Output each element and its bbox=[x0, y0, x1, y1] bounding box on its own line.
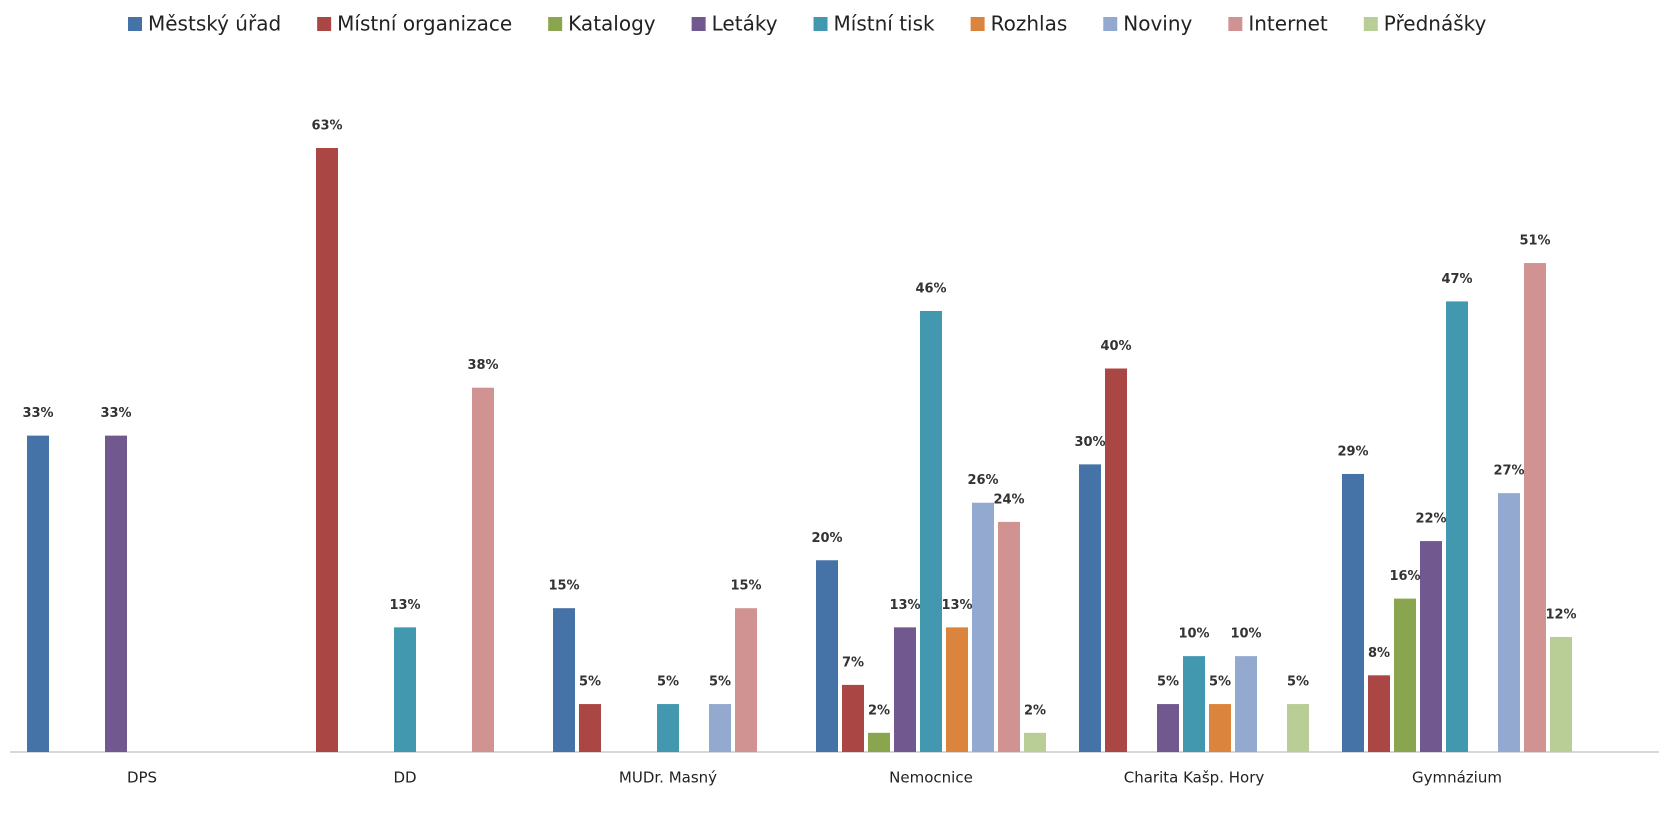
bar bbox=[27, 435, 49, 752]
bar bbox=[1105, 368, 1127, 752]
bar bbox=[1368, 675, 1390, 752]
data-label: 10% bbox=[1178, 627, 1209, 642]
data-label: 13% bbox=[889, 598, 920, 613]
legend-label: Městský úřad bbox=[148, 12, 281, 36]
legend-label: Rozhlas bbox=[991, 12, 1068, 36]
bar bbox=[709, 704, 731, 752]
data-label: 2% bbox=[868, 703, 890, 718]
legend-swatch bbox=[548, 17, 563, 31]
data-label: 8% bbox=[1368, 646, 1390, 661]
legend-swatch bbox=[128, 17, 142, 31]
bar bbox=[1024, 732, 1046, 752]
data-label: 5% bbox=[1209, 675, 1231, 690]
data-label: 33% bbox=[100, 406, 131, 421]
data-label: 2% bbox=[1024, 703, 1046, 718]
data-label: 16% bbox=[1389, 569, 1420, 584]
legend-label: Přednášky bbox=[1384, 12, 1487, 36]
data-label: 5% bbox=[579, 675, 601, 690]
data-label: 5% bbox=[709, 675, 731, 690]
x-tick-label: DPS bbox=[127, 769, 157, 787]
legend-swatch bbox=[1363, 17, 1378, 31]
bar bbox=[1550, 636, 1572, 752]
x-tick-label: MUDr. Masný bbox=[619, 769, 717, 787]
legend-label: Noviny bbox=[1123, 12, 1192, 36]
bar bbox=[1287, 704, 1309, 752]
data-label: 20% bbox=[811, 531, 842, 546]
data-label: 12% bbox=[1545, 607, 1576, 622]
bar bbox=[394, 627, 416, 752]
x-tick-label: Charita Kašp. Hory bbox=[1124, 769, 1265, 787]
data-label: 29% bbox=[1337, 444, 1368, 459]
legend-label: Katalogy bbox=[568, 12, 656, 36]
legend-label: Internet bbox=[1248, 12, 1328, 36]
data-label: 15% bbox=[730, 579, 761, 594]
legend-label: Místní tisk bbox=[834, 12, 935, 36]
data-label: 47% bbox=[1441, 272, 1472, 287]
data-label: 46% bbox=[915, 281, 946, 296]
bar bbox=[972, 502, 994, 752]
data-label: 7% bbox=[842, 655, 864, 670]
bar bbox=[735, 608, 757, 752]
data-label: 27% bbox=[1493, 464, 1524, 479]
data-label: 10% bbox=[1230, 627, 1261, 642]
legend-label: Místní organizace bbox=[337, 12, 512, 36]
legend-swatch bbox=[970, 17, 985, 31]
bar bbox=[579, 704, 601, 752]
bar bbox=[1446, 301, 1468, 752]
data-label: 13% bbox=[941, 598, 972, 613]
data-label: 38% bbox=[467, 358, 498, 373]
bar bbox=[1394, 598, 1416, 752]
bar bbox=[1235, 656, 1257, 752]
bar bbox=[316, 148, 338, 752]
x-tick-label: Nemocnice bbox=[889, 769, 973, 787]
data-label: 22% bbox=[1415, 512, 1446, 527]
bar bbox=[998, 521, 1020, 752]
legend-swatch bbox=[1228, 17, 1243, 31]
data-label: 26% bbox=[967, 473, 998, 488]
data-label: 63% bbox=[311, 119, 342, 134]
bar bbox=[553, 608, 575, 752]
bar bbox=[1157, 704, 1179, 752]
bar bbox=[657, 704, 679, 752]
data-label: 5% bbox=[657, 675, 679, 690]
x-tick-label: Gymnázium bbox=[1412, 769, 1502, 787]
legend-swatch bbox=[317, 17, 332, 31]
legend-swatch bbox=[1103, 17, 1118, 31]
legend-label: Letáky bbox=[712, 12, 778, 36]
legend-swatch bbox=[691, 17, 706, 31]
bar bbox=[1079, 464, 1101, 752]
data-label: 51% bbox=[1519, 234, 1550, 249]
bar bbox=[946, 627, 968, 752]
data-label: 5% bbox=[1157, 675, 1179, 690]
bar bbox=[842, 684, 864, 752]
bar bbox=[1209, 704, 1231, 752]
bar bbox=[1498, 493, 1520, 752]
bar bbox=[472, 387, 494, 752]
data-label: 5% bbox=[1287, 675, 1309, 690]
legend-swatch bbox=[813, 17, 828, 31]
data-label: 40% bbox=[1100, 339, 1131, 354]
bar bbox=[1420, 541, 1442, 752]
bar bbox=[816, 560, 838, 752]
bar bbox=[868, 732, 890, 752]
bar bbox=[105, 435, 127, 752]
bar bbox=[894, 627, 916, 752]
x-tick-label: DD bbox=[393, 769, 416, 787]
data-label: 33% bbox=[22, 406, 53, 421]
data-label: 30% bbox=[1074, 435, 1105, 450]
data-label: 15% bbox=[548, 579, 579, 594]
data-label: 13% bbox=[389, 598, 420, 613]
data-label: 24% bbox=[993, 492, 1024, 507]
bar bbox=[1183, 656, 1205, 752]
bar bbox=[1524, 263, 1546, 752]
bar bbox=[1342, 473, 1364, 752]
bar bbox=[920, 310, 942, 752]
